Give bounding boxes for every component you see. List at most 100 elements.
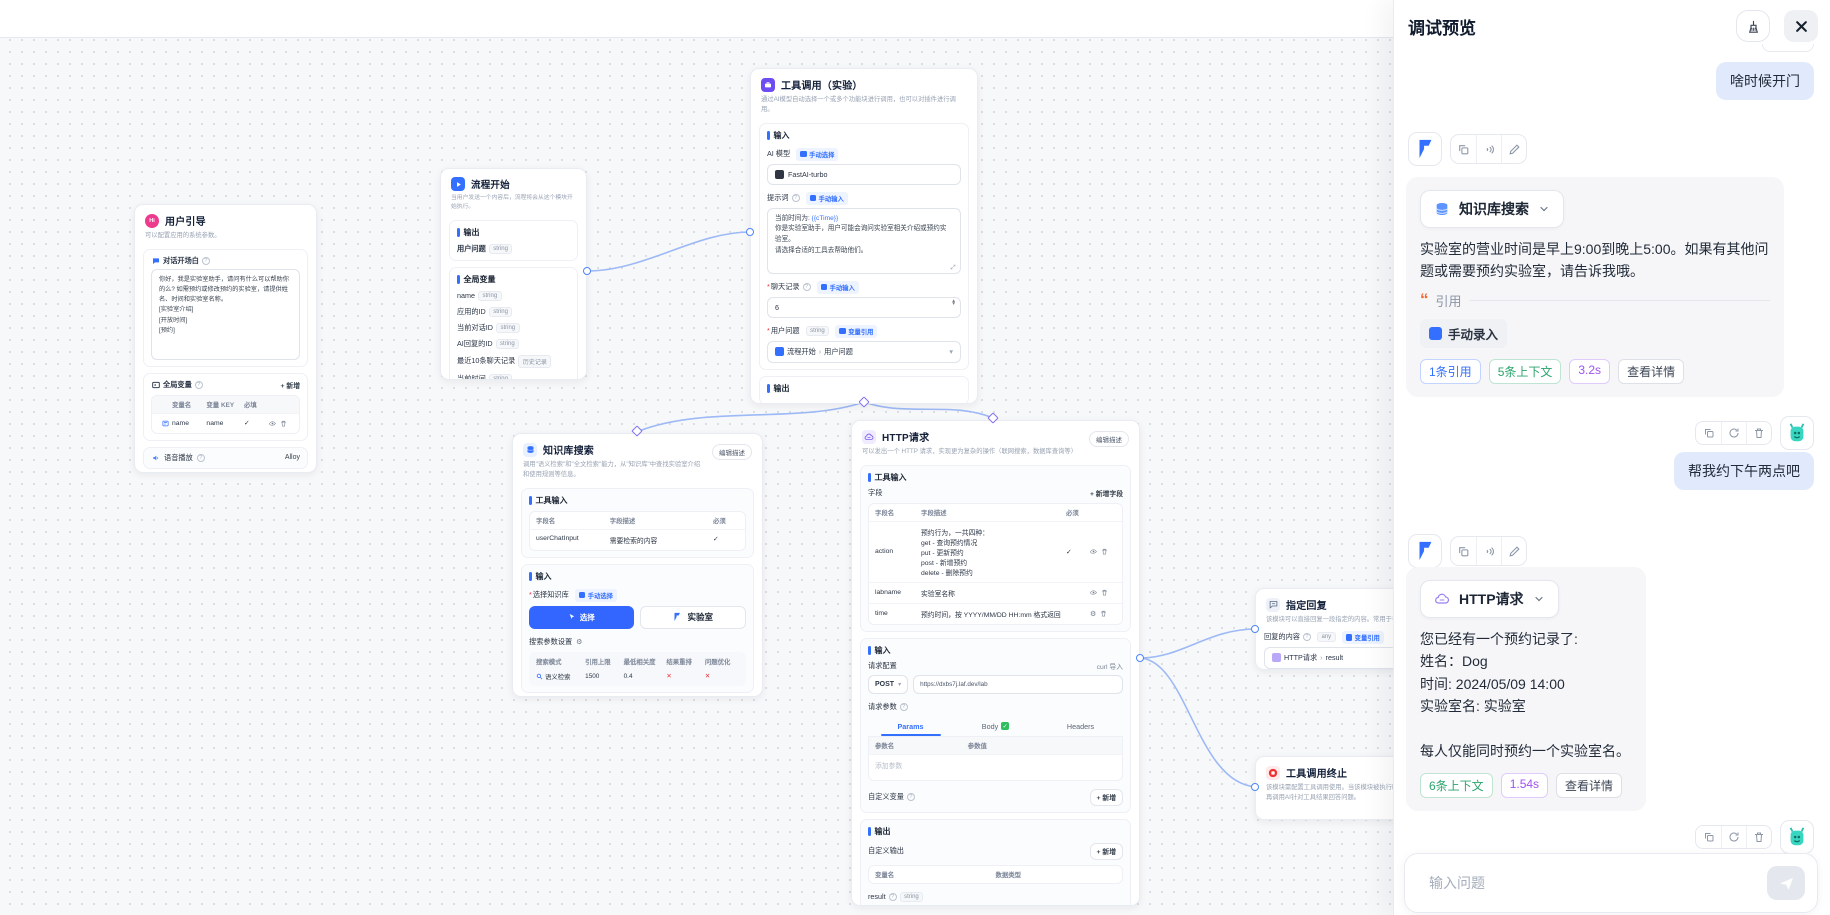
clear-history-button[interactable] bbox=[1736, 10, 1770, 42]
select-badge-icon bbox=[578, 591, 586, 599]
close-icon[interactable] bbox=[1784, 10, 1818, 42]
node-subtitle: 可以配置应用的系统参数。 bbox=[145, 232, 221, 239]
node-user-guide[interactable]: Hi 用户引导 可以配置应用的系统参数。 对话开场白 你好，我是实验室助手，请问… bbox=[134, 204, 317, 473]
source-handle[interactable] bbox=[583, 267, 591, 275]
target-handle[interactable] bbox=[1251, 783, 1259, 791]
copy-icon[interactable] bbox=[1696, 422, 1721, 444]
stepper-arrows[interactable]: ▴ ▾ bbox=[952, 297, 955, 307]
edit-icon[interactable] bbox=[1501, 135, 1526, 163]
help-icon bbox=[899, 702, 908, 711]
copy-icon[interactable] bbox=[1451, 135, 1476, 163]
target-handle[interactable] bbox=[746, 228, 754, 236]
var-item: name string bbox=[457, 290, 570, 301]
gear-icon[interactable]: ⚙ bbox=[1090, 610, 1097, 618]
delete-icon[interactable] bbox=[280, 420, 287, 427]
tab-params[interactable]: Params bbox=[868, 718, 953, 736]
chevron-down-icon: ▾ bbox=[949, 347, 953, 356]
duration-chip[interactable]: 1.54s bbox=[1500, 773, 1549, 799]
citation-source-badge[interactable]: 手动录入 bbox=[1420, 318, 1508, 348]
var-item: 应用的ID string bbox=[457, 306, 570, 317]
help-icon bbox=[194, 380, 203, 389]
edit-icon[interactable] bbox=[1090, 548, 1097, 555]
select-kb-label: 选择知识库 bbox=[529, 590, 569, 600]
voice-play-row[interactable]: 语音播放 Alloy bbox=[143, 446, 308, 469]
read-aloud-icon[interactable] bbox=[1476, 537, 1501, 565]
delete-icon[interactable] bbox=[1746, 422, 1771, 444]
select-kb-button[interactable]: 选择 bbox=[529, 605, 634, 629]
read-aloud-icon[interactable] bbox=[1476, 135, 1501, 163]
flow-start-ref-icon bbox=[775, 347, 784, 356]
retry-icon[interactable] bbox=[1721, 422, 1746, 444]
manual-select-badge: 手动选择 bbox=[574, 588, 617, 602]
target-handle[interactable] bbox=[1251, 625, 1259, 633]
source-handle[interactable] bbox=[1136, 654, 1144, 662]
edit-icon[interactable] bbox=[1090, 589, 1097, 596]
tab-body[interactable]: Body bbox=[953, 718, 1038, 736]
send-button[interactable] bbox=[1767, 866, 1805, 900]
history-count-stepper[interactable]: 6 ▴ ▾ bbox=[767, 296, 961, 318]
template-variable: {{cTime}} bbox=[811, 214, 839, 222]
gear-icon[interactable]: ⚙ bbox=[576, 638, 583, 646]
context-chip[interactable]: 5条上下文 bbox=[1488, 358, 1562, 384]
expand-icon[interactable] bbox=[950, 264, 956, 270]
ai-model-select[interactable]: FastAI-turbo bbox=[767, 163, 961, 185]
add-field-button[interactable]: + 新增字段 bbox=[1089, 490, 1123, 498]
user-question-label: 用户问题 bbox=[767, 326, 800, 336]
manual-select-badge: 手动选择 bbox=[796, 147, 839, 161]
node-kb-search[interactable]: 知识库搜索 调用"语义检索"和"全文检索"能力，从"知识库"中查找实验室介绍和使… bbox=[512, 433, 763, 697]
edit-icon[interactable] bbox=[1501, 537, 1526, 565]
chat-opener-icon bbox=[151, 256, 160, 265]
database-icon bbox=[523, 442, 537, 457]
edit-description-button[interactable]: 编辑描述 bbox=[1089, 431, 1129, 447]
user-guide-icon: Hi bbox=[145, 213, 159, 228]
output-section-label: 输出 bbox=[457, 227, 570, 238]
module-pill-http[interactable]: HTTP请求 bbox=[1420, 580, 1559, 618]
module-pill-kb-search[interactable]: 知识库搜索 bbox=[1420, 190, 1564, 228]
prompt-textarea[interactable]: 当前时间为: {{cTime}} 你是实验室助手，用户可能会询问实验室相关介绍或… bbox=[767, 207, 961, 274]
welcome-text-textarea[interactable]: 你好，我是实验室助手，请问有什么可以帮助你的么? 如需预约或修改预约的实验室，请… bbox=[151, 268, 300, 360]
add-custom-output-button[interactable]: + 新增 bbox=[1089, 842, 1123, 860]
tool-input-table: 字段名 字段描述 必须 userChatInput 需要检索的内容 ✓ bbox=[529, 510, 746, 551]
search-params-table: 搜索模式 引用上限 最低相关度 结果重排 问题优化 语义检索 1500 0.4 bbox=[529, 651, 746, 686]
delete-icon[interactable] bbox=[1101, 548, 1108, 555]
add-variable-button[interactable]: + 新增 bbox=[280, 382, 300, 390]
chat-message-list[interactable]: 啥时候开门 知识库搜索 实验室的营业时间是早上9:00到晚上5:00。如果有其 bbox=[1394, 44, 1830, 853]
context-chip[interactable]: 6条上下文 bbox=[1420, 773, 1493, 799]
help-icon bbox=[791, 194, 800, 202]
body-check-icon bbox=[1001, 722, 1010, 731]
node-http-request[interactable]: HTTP请求 可以发出一个 HTTP 请求，实现更为复杂的操作（联网搜索，数据库… bbox=[851, 420, 1140, 906]
copy-icon[interactable] bbox=[1451, 537, 1476, 565]
node-tool-call[interactable]: 工具调用（实验） 通过AI模型自动选择一个或多个功能块进行调用，也可以对插件进行… bbox=[750, 68, 978, 404]
tool-input-section-label: 工具输入 bbox=[529, 495, 746, 506]
add-param-row[interactable]: 添加参数 bbox=[869, 753, 1122, 780]
database-icon bbox=[1436, 203, 1448, 215]
method-select[interactable]: POST ▾ bbox=[868, 674, 909, 694]
url-input[interactable]: https://dxbs7j.laf.dev/lab bbox=[913, 674, 1123, 694]
user-question-ref-select[interactable]: 流程开始 › 用户问题 ▾ bbox=[767, 340, 961, 363]
fastgpt-logo-icon bbox=[1419, 139, 1432, 159]
output-item: 用户问题 string bbox=[457, 243, 570, 254]
tab-headers[interactable]: Headers bbox=[1066, 721, 1095, 731]
delete-icon[interactable] bbox=[1746, 826, 1771, 848]
delete-icon[interactable] bbox=[1100, 610, 1107, 617]
global-var-section-label: 全局变量 bbox=[457, 274, 570, 285]
node-subtitle: 该模块可以直接回复一段指定的内容。常用于引导、 bbox=[1266, 616, 1411, 623]
copy-icon[interactable] bbox=[1696, 826, 1721, 848]
request-config-label: 请求配置 bbox=[868, 660, 897, 670]
view-details-chip[interactable]: 查看详情 bbox=[1556, 773, 1623, 799]
dataset-tag[interactable]: 实验室 bbox=[639, 605, 746, 629]
duration-chip[interactable]: 3.2s bbox=[1569, 358, 1611, 384]
view-details-chip[interactable]: 查看详情 bbox=[1618, 358, 1685, 384]
add-custom-var-button[interactable]: + 新增 bbox=[1089, 788, 1123, 806]
select-badge-icon bbox=[800, 150, 807, 158]
citations-chip[interactable]: 1条引用 bbox=[1420, 358, 1481, 384]
http-cloud-icon bbox=[1435, 593, 1450, 604]
edit-icon[interactable] bbox=[269, 420, 276, 427]
node-flow-start[interactable]: 流程开始 当用户发送一个内容后，流程将会从这个模块开始执行。 输出 用户问题 s… bbox=[440, 168, 587, 380]
chat-input[interactable] bbox=[1405, 875, 1767, 891]
edit-description-button[interactable]: 编辑描述 bbox=[712, 444, 752, 460]
curl-import-button[interactable]: curl 导入 bbox=[1096, 663, 1123, 671]
delete-icon[interactable] bbox=[1101, 589, 1108, 596]
user-message: 啥时候开门 bbox=[1716, 62, 1814, 100]
retry-icon[interactable] bbox=[1721, 826, 1746, 848]
